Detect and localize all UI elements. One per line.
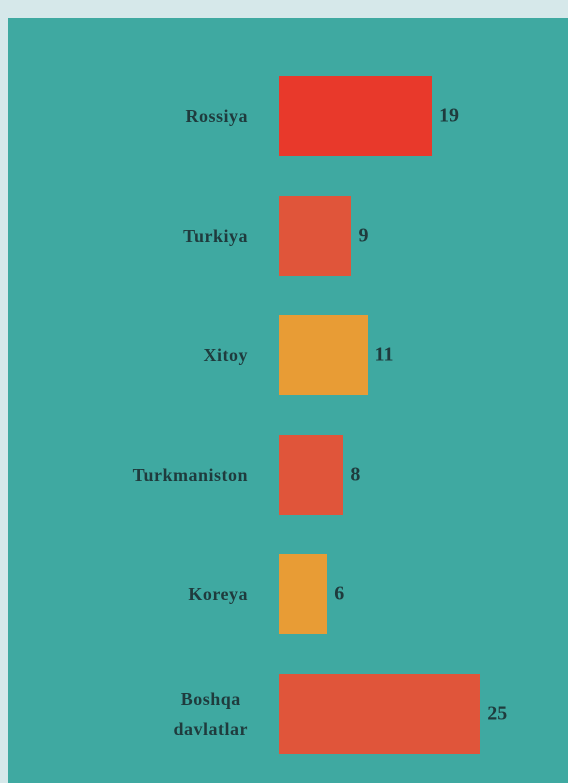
value-label: 25 <box>487 702 508 725</box>
value-label: 9 <box>358 224 369 247</box>
chart: Rossiya 19 Turkiya 9 Xitoy 11 Turkmaniston 8 Kor… <box>8 18 568 783</box>
category-label: Turkiya <box>183 225 248 246</box>
value-label: 19 <box>438 104 459 127</box>
category-label: Xitoy <box>203 345 248 366</box>
bar <box>279 674 481 754</box>
category-label: Rossiya <box>185 106 248 126</box>
category-label: Turkmaniston <box>132 464 248 485</box>
value-label: 6 <box>334 582 345 605</box>
bar <box>279 195 352 276</box>
bar <box>279 554 328 635</box>
bar <box>279 76 432 156</box>
category-label: Koreya <box>188 584 248 605</box>
category-label: Boshqa davlatlar <box>173 689 249 739</box>
value-label: 8 <box>350 463 361 486</box>
bar <box>279 315 368 396</box>
value-label: 11 <box>374 343 394 366</box>
bar <box>279 434 344 515</box>
